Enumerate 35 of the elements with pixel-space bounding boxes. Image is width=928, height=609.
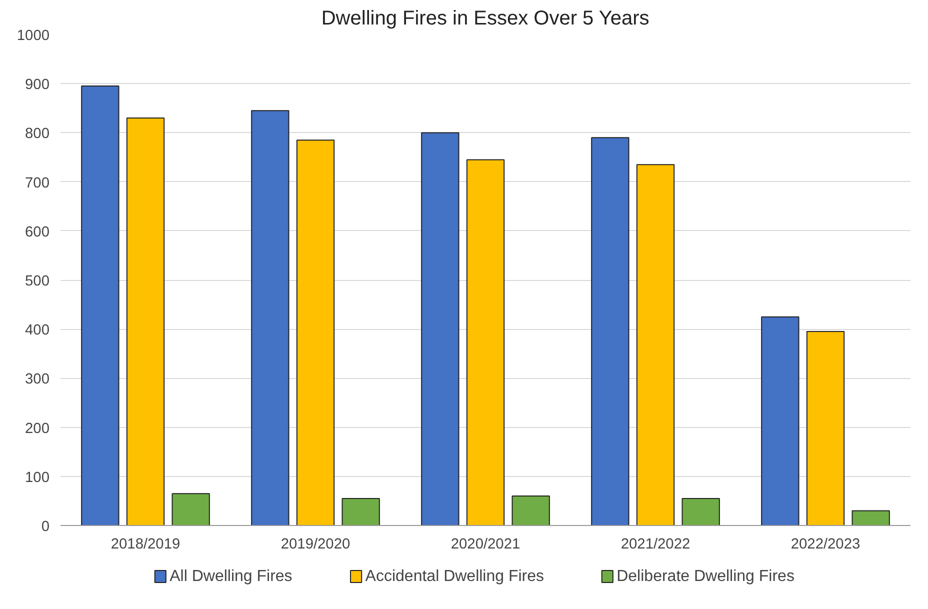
bar bbox=[466, 159, 505, 526]
y-tick-label: 900 bbox=[25, 77, 50, 94]
bar bbox=[806, 331, 845, 526]
x-tick-label: 2018/2019 bbox=[110, 536, 180, 552]
bar bbox=[636, 164, 675, 526]
bar bbox=[251, 110, 290, 526]
bar bbox=[172, 493, 210, 526]
bar bbox=[296, 140, 335, 526]
x-tick-label: 2019/2020 bbox=[280, 536, 350, 552]
legend-label: Deliberate Dwelling Fires bbox=[616, 568, 794, 585]
y-tick-label: 0 bbox=[41, 519, 50, 535]
x-tick-label: 2020/2021 bbox=[450, 536, 520, 552]
y-tick-label: 200 bbox=[25, 420, 50, 437]
x-tick-label: 2021/2022 bbox=[620, 536, 690, 552]
legend-label: All Dwelling Fires bbox=[170, 568, 292, 585]
y-tick-label: 700 bbox=[25, 175, 50, 192]
bar bbox=[761, 316, 800, 526]
y-tick-label: 800 bbox=[25, 126, 50, 142]
bar bbox=[682, 498, 720, 526]
bar bbox=[512, 496, 550, 526]
y-tick-label: 400 bbox=[25, 322, 50, 339]
bar bbox=[852, 510, 890, 526]
y-tick-label: 500 bbox=[25, 274, 50, 290]
y-tick-label: 1000 bbox=[16, 28, 50, 44]
chart-title: Dwelling Fires in Essex Over 5 Years bbox=[321, 8, 650, 30]
bar bbox=[421, 132, 460, 526]
bar bbox=[126, 117, 165, 526]
legend-label: Accidental Dwelling Fires bbox=[365, 568, 544, 585]
x-tick-label: 2022/2023 bbox=[790, 536, 860, 552]
bar bbox=[342, 498, 380, 526]
bar bbox=[81, 86, 120, 526]
bar bbox=[591, 137, 630, 526]
y-tick-label: 100 bbox=[25, 470, 50, 486]
y-tick-label: 600 bbox=[25, 224, 50, 240]
y-tick-label: 300 bbox=[25, 372, 50, 388]
